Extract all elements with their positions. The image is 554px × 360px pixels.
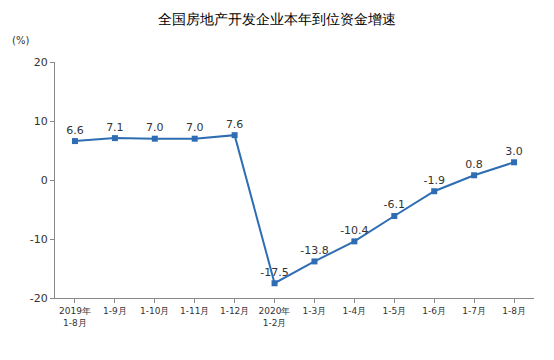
svg-text:7.0: 7.0 <box>146 121 164 134</box>
svg-text:7.0: 7.0 <box>186 121 204 134</box>
svg-text:20: 20 <box>34 56 48 69</box>
svg-text:0: 0 <box>41 174 48 187</box>
svg-text:1-3月: 1-3月 <box>303 306 327 316</box>
svg-text:-1.9: -1.9 <box>423 174 444 187</box>
svg-text:1-6月: 1-6月 <box>422 306 446 316</box>
svg-text:2020年1-2月: 2020年1-2月 <box>259 306 291 328</box>
svg-text:-10: -10 <box>30 233 48 246</box>
svg-text:-10.4: -10.4 <box>340 224 368 237</box>
svg-text:3.0: 3.0 <box>505 145 523 158</box>
svg-text:1-7月: 1-7月 <box>462 306 486 316</box>
svg-text:-17.5: -17.5 <box>260 266 288 279</box>
svg-text:1-10月: 1-10月 <box>140 306 169 316</box>
svg-text:全国房地产开发企业本年到位资金增速: 全国房地产开发企业本年到位资金增速 <box>158 11 396 27</box>
svg-text:0.8: 0.8 <box>465 158 483 171</box>
svg-text:7.1: 7.1 <box>106 121 124 134</box>
svg-text:7.6: 7.6 <box>226 118 244 131</box>
svg-text:6.6: 6.6 <box>66 124 84 137</box>
svg-text:-6.1: -6.1 <box>384 198 405 211</box>
svg-text:10: 10 <box>34 115 48 128</box>
svg-text:1-4月: 1-4月 <box>343 306 367 316</box>
svg-text:1-8月: 1-8月 <box>502 306 526 316</box>
svg-text:1-5月: 1-5月 <box>382 306 406 316</box>
svg-text:-13.8: -13.8 <box>300 244 328 257</box>
svg-text:1-9月: 1-9月 <box>103 306 127 316</box>
svg-text:2019年1-8月: 2019年1-8月 <box>59 306 91 328</box>
svg-text:1-11月: 1-11月 <box>180 306 209 316</box>
svg-text:1-12月: 1-12月 <box>220 306 249 316</box>
svg-text:(%): (%) <box>12 35 29 46</box>
svg-text:-20: -20 <box>30 292 48 305</box>
